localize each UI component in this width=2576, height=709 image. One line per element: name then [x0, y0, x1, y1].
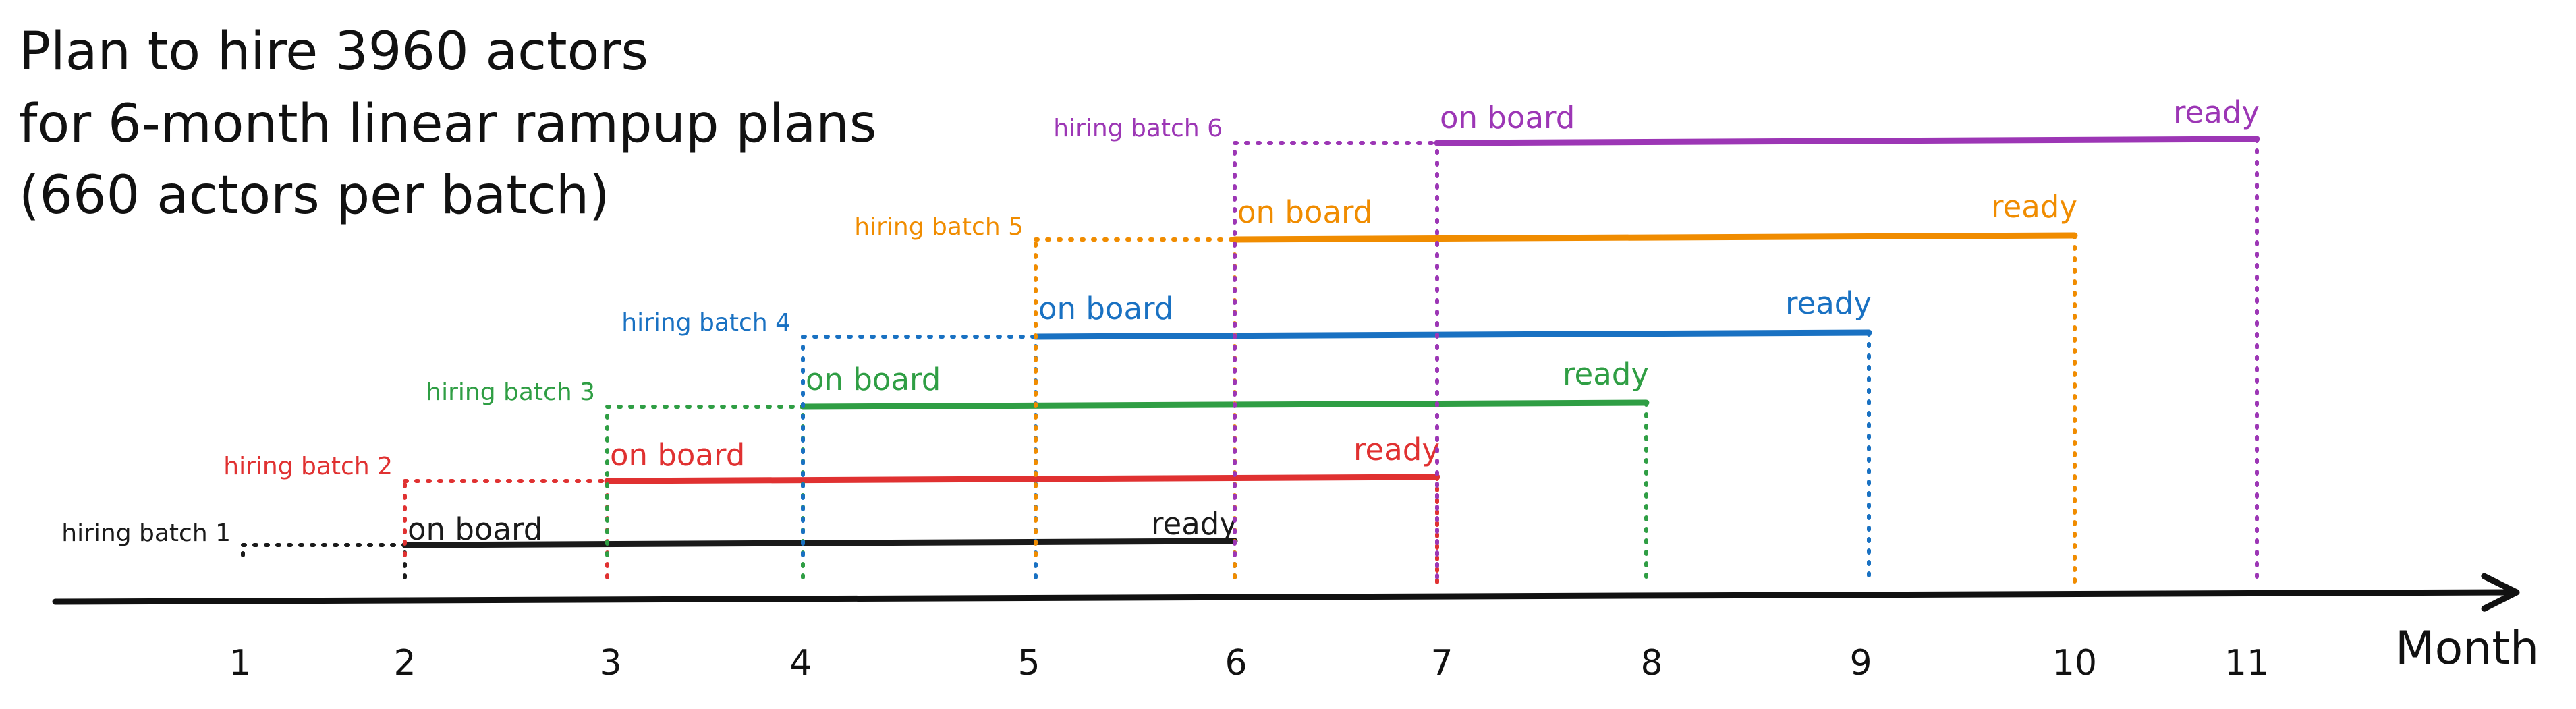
- hiring-batch-1: hiring batch 1 on board ready: [61, 506, 1238, 585]
- hiring-batch-4: hiring batch 4 on board ready: [621, 285, 1872, 585]
- batch-3-rampup-bar: [800, 399, 1650, 410]
- batch-5-ready-label: ready: [1991, 189, 2077, 225]
- hiring-batch-5: hiring batch 5 on board ready: [854, 189, 2078, 585]
- batch-1-rampup-bar: [401, 538, 1238, 548]
- month-tick-8: 8: [1640, 643, 1662, 683]
- batch-5-onboard-label: on board: [1237, 194, 1372, 230]
- month-tick-10: 10: [2052, 643, 2097, 683]
- month-tick-2: 2: [393, 643, 416, 683]
- batch-1-label: hiring batch 1: [61, 519, 231, 547]
- axis-title: Month: [2395, 622, 2539, 675]
- axis-tick-labels: 1 2 3 4 5 6 7 8 9 10 11: [229, 643, 2269, 683]
- month-tick-5: 5: [1017, 643, 1040, 683]
- batch-2-onboard-label: on board: [610, 437, 745, 473]
- title-line-2: for 6-month linear rampup plans: [19, 94, 876, 154]
- batch-4-rampup-bar: [1032, 329, 1872, 340]
- batch-6-ready-label: ready: [2173, 94, 2260, 130]
- batch-3-onboard-label: on board: [806, 362, 941, 397]
- batch-4-ready-label: ready: [1785, 285, 1872, 321]
- title-block: Plan to hire 3960 actors for 6-month lin…: [19, 22, 876, 226]
- batch-5-label: hiring batch 5: [854, 213, 1024, 241]
- month-tick-6: 6: [1225, 643, 1247, 683]
- title-line-1: Plan to hire 3960 actors: [19, 22, 648, 82]
- batch-6-onboard-label: on board: [1440, 100, 1575, 136]
- hiring-batch-2: hiring batch 2 on board ready: [223, 432, 1440, 585]
- batch-2-ready-label: ready: [1353, 432, 1440, 467]
- month-tick-3: 3: [599, 643, 621, 683]
- axis-line: [52, 573, 2520, 612]
- batch-2-label: hiring batch 2: [223, 453, 393, 480]
- batch-4-label: hiring batch 4: [621, 309, 791, 337]
- title-line-3: (660 actors per batch): [19, 165, 610, 226]
- month-tick-4: 4: [789, 643, 812, 683]
- batch-4-onboard-label: on board: [1038, 291, 1173, 327]
- batch-3-ready-label: ready: [1563, 356, 1649, 392]
- month-axis: Month 1 2 3 4 5 6 7 8 9 10 11: [52, 573, 2539, 683]
- batch-1-onboard-label: on board: [408, 511, 542, 547]
- month-tick-7: 7: [1430, 643, 1453, 683]
- hiring-batch-3: hiring batch 3 on board ready: [426, 356, 1650, 585]
- month-tick-1: 1: [229, 643, 251, 683]
- batch-6-label: hiring batch 6: [1053, 115, 1223, 142]
- batch-6-rampup-bar: [1434, 136, 2260, 146]
- hiring-batch-6: hiring batch 6 on board ready: [1053, 94, 2260, 585]
- batch-1-ready-label: ready: [1151, 506, 1237, 542]
- batch-5-rampup-bar: [1231, 232, 2078, 243]
- month-tick-9: 9: [1849, 643, 1872, 683]
- batch-3-label: hiring batch 3: [426, 378, 595, 406]
- batch-2-rampup-bar: [604, 474, 1440, 484]
- month-tick-11: 11: [2224, 643, 2269, 683]
